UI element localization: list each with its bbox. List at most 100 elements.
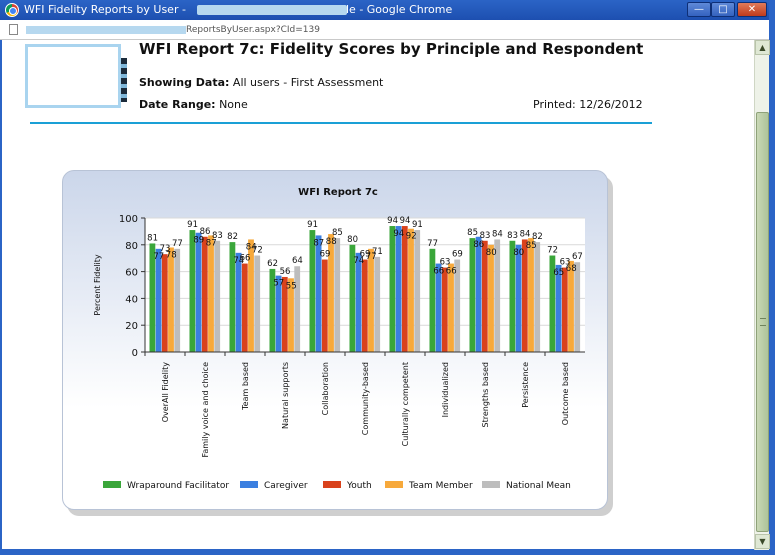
grip-icon [760, 318, 766, 326]
bar [521, 239, 528, 352]
bar [469, 238, 476, 352]
scrollbar-thumb[interactable] [756, 112, 769, 532]
data-label: 71 [372, 247, 383, 257]
data-label: 92 [406, 232, 417, 242]
bar [229, 242, 236, 352]
bar [161, 254, 168, 352]
bar [448, 263, 454, 352]
bar [568, 260, 574, 352]
data-label: 72 [547, 246, 558, 256]
logo [25, 44, 121, 108]
y-tick-label: 0 [132, 348, 138, 359]
y-tick-label: 80 [125, 241, 138, 252]
data-label: 77 [153, 252, 164, 262]
bar [214, 240, 221, 352]
x-tick-label: Family voice and choice [201, 362, 210, 458]
data-label: 67 [572, 252, 583, 262]
bar [368, 248, 374, 352]
x-tick-label: Strengths based [481, 362, 490, 427]
legend-label: National Mean [506, 481, 571, 491]
bar [555, 264, 562, 352]
x-tick-label: Culturally competent [401, 362, 410, 446]
vertical-scrollbar[interactable]: ▲ ▼ [754, 40, 770, 550]
bar [321, 259, 328, 352]
bar [281, 276, 288, 352]
x-tick-label: Individualized [441, 362, 450, 417]
data-label: 89 [193, 236, 204, 246]
date-range-value: None [219, 98, 248, 111]
data-label: 83 [507, 231, 518, 241]
bar [574, 262, 581, 352]
minimize-button[interactable]: — [687, 2, 711, 17]
showing-data-value: All users - First Assessment [232, 76, 384, 89]
data-label: 64 [292, 256, 303, 266]
data-label: 80 [486, 248, 497, 258]
data-label: 62 [267, 259, 278, 269]
bar [389, 226, 396, 352]
y-axis-label: Percent Fidelity [93, 254, 102, 315]
logo-edge [121, 58, 127, 102]
data-label: 77 [172, 239, 183, 249]
data-label: 83 [480, 231, 491, 241]
bar [334, 238, 341, 352]
date-range: Date Range: None [139, 98, 248, 111]
chrome-icon [5, 3, 19, 17]
window-frame-bottom [0, 549, 775, 555]
x-tick-label: Community-based [361, 362, 370, 435]
data-label: 63 [440, 258, 451, 268]
bar [201, 236, 208, 352]
x-tick-label: Outcome based [561, 362, 570, 425]
data-label: 87 [313, 238, 324, 248]
bar [549, 255, 556, 352]
bar [174, 248, 181, 352]
scroll-up-arrow-icon[interactable]: ▲ [755, 40, 770, 55]
legend-label: Team Member [408, 481, 473, 491]
data-label: 66 [240, 254, 251, 264]
window-title-tail: le - Google Chrome [346, 3, 453, 16]
report-title: WFI Report 7c: Fidelity Scores by Princi… [139, 40, 644, 58]
bar [288, 278, 294, 352]
data-label: 81 [147, 233, 158, 243]
data-label: 57 [273, 279, 284, 289]
x-tick-label: Persistence [521, 362, 530, 408]
data-label: 68 [566, 264, 577, 274]
maximize-button[interactable]: □ [711, 2, 735, 17]
data-label: 73 [160, 244, 171, 254]
data-label: 86 [200, 227, 211, 237]
x-tick-label: Natural supports [281, 362, 290, 429]
data-label: 91 [307, 220, 318, 230]
bar [494, 239, 501, 352]
data-label: 80 [347, 235, 358, 245]
bar [294, 266, 301, 352]
bar [241, 263, 248, 352]
legend-swatch [103, 481, 121, 488]
chart-title: WFI Report 7c [298, 187, 378, 198]
showing-data: Showing Data: All users - First Assessme… [139, 76, 383, 89]
bar [395, 226, 402, 352]
y-tick-label: 20 [125, 321, 138, 332]
legend-label: Wraparound Facilitator [127, 481, 229, 491]
close-button[interactable]: ✕ [737, 2, 767, 17]
scroll-down-arrow-icon[interactable]: ▼ [755, 534, 770, 549]
bar [269, 268, 276, 352]
bar [328, 234, 334, 352]
bar [155, 248, 162, 352]
bar [361, 259, 368, 352]
data-label: 91 [187, 220, 198, 230]
redacted-url [26, 26, 186, 34]
x-tick-label: Collaboration [321, 362, 330, 415]
bar [414, 230, 421, 352]
data-label: 69 [360, 250, 371, 260]
bar [509, 240, 516, 352]
address-bar[interactable]: ReportsByUser.aspx?CId=139 [0, 20, 775, 40]
data-label: 65 [553, 268, 564, 278]
legend-swatch [323, 481, 341, 488]
bar [429, 248, 436, 352]
url-text: ReportsByUser.aspx?CId=139 [186, 25, 320, 35]
data-label: 88 [326, 237, 337, 247]
data-label: 83 [212, 231, 223, 241]
data-label: 86 [473, 240, 484, 250]
bar [435, 263, 442, 352]
chart-x-ticks: OverAll Fidelity Family voice and choice T… [161, 362, 570, 458]
page-icon [9, 24, 18, 35]
